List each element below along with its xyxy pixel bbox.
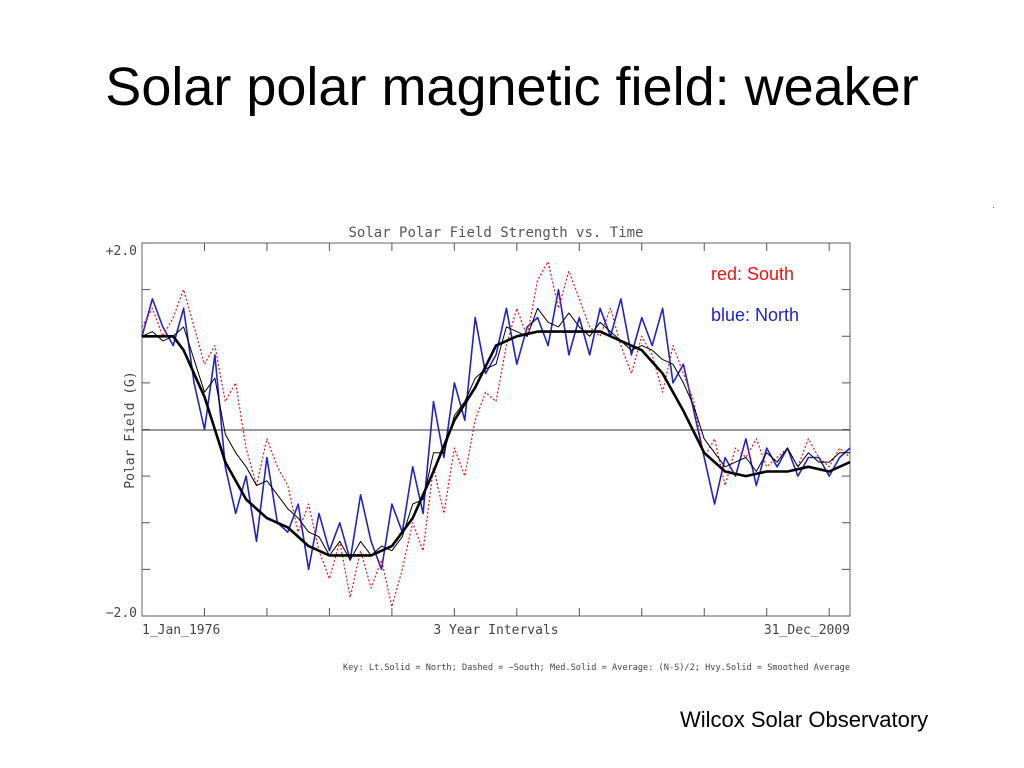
series-line-south <box>141 261 851 608</box>
series-layer <box>141 261 851 608</box>
chart-title: Solar Polar Field Strength vs. Time <box>348 225 643 241</box>
series-line-average <box>141 307 850 561</box>
slide-title: Solar polar magnetic field: weaker <box>105 57 919 117</box>
series-line-smoothed-average <box>142 330 851 557</box>
y-axis-label: Polar Field (G) <box>123 371 138 488</box>
x-axis-label: 3 Year Intervals <box>433 623 558 638</box>
chart-key: Key: Lt.Solid = North; Dashed = −South; … <box>343 663 850 673</box>
stray-dot <box>993 207 994 208</box>
legend-south: red: South <box>711 264 795 284</box>
legend-north: blue: North <box>711 305 800 325</box>
x-start-label: 1_Jan_1976 <box>142 623 220 638</box>
source-credit: Wilcox Solar Observatory <box>680 707 929 732</box>
y-min-label: −2.0 <box>106 606 137 621</box>
y-max-label: +2.0 <box>106 244 137 259</box>
x-ticks <box>203 243 830 616</box>
x-end-label: 31_Dec_2009 <box>764 623 850 638</box>
